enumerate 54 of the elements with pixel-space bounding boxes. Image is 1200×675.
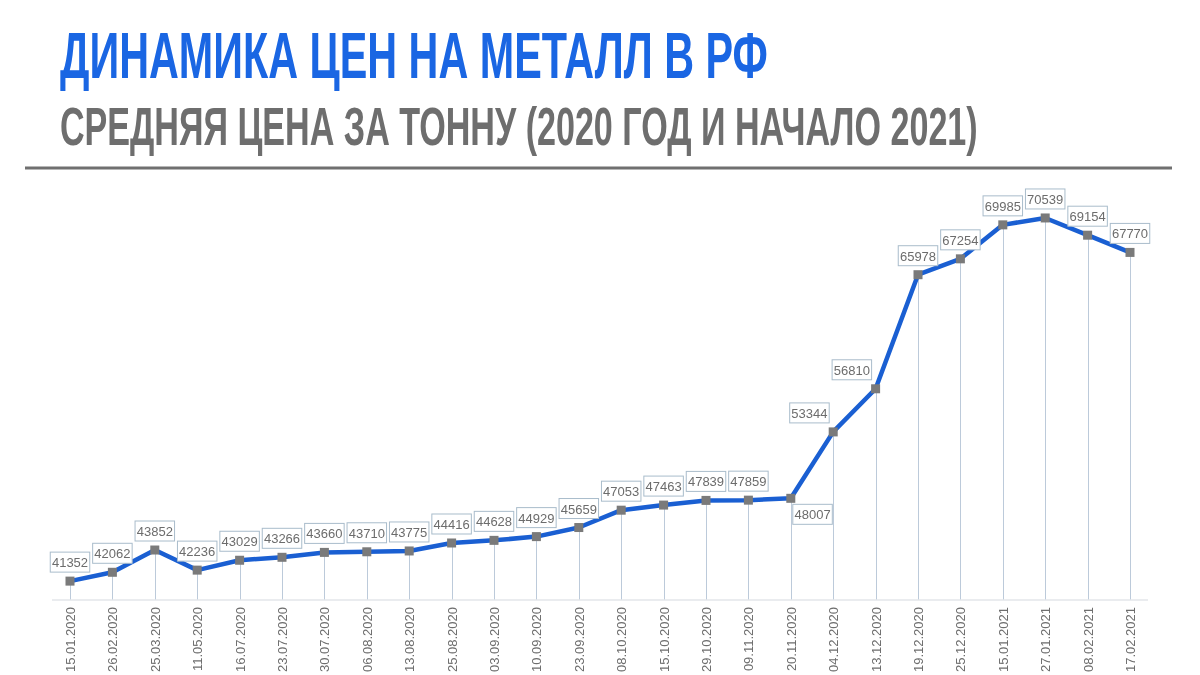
data-label: 69985 bbox=[984, 198, 1021, 214]
x-tick-label: 25.08.2020 bbox=[444, 607, 460, 673]
x-tick-label: 13.12.2020 bbox=[868, 607, 884, 673]
x-tick-label: 26.02.2020 bbox=[105, 607, 121, 673]
data-label: 44416 bbox=[433, 516, 470, 532]
data-label: 45659 bbox=[560, 501, 597, 517]
x-tick-label: 30.07.2020 bbox=[317, 607, 333, 673]
data-label: 65978 bbox=[899, 248, 937, 264]
x-tick-label: 09.11.2020 bbox=[741, 607, 757, 672]
x-tick-label: 04.12.2020 bbox=[826, 607, 842, 673]
x-tick-label: 11.05.2020 bbox=[190, 607, 206, 672]
x-tick-label: 13.08.2020 bbox=[402, 607, 418, 673]
x-tick-label: 17.02.2021 bbox=[1123, 607, 1138, 673]
data-label: 67770 bbox=[1111, 226, 1149, 242]
x-tick-label: 19.12.2020 bbox=[911, 607, 926, 673]
data-label: 42236 bbox=[179, 544, 216, 560]
x-tick-label: 23.07.2020 bbox=[275, 607, 290, 673]
x-tick-label: 20.11.2020 bbox=[783, 607, 799, 672]
data-label: 56810 bbox=[833, 362, 870, 378]
x-tick-label: 08.02.2021 bbox=[1080, 607, 1096, 673]
data-label: 67254 bbox=[942, 232, 979, 248]
x-tick-label: 29.10.2020 bbox=[699, 607, 714, 673]
chart-subtitle: СРЕДНЯЯ ЦЕНА ЗА ТОННУ (2020 ГОД И НАЧАЛО 2021) bbox=[60, 97, 978, 156]
data-label: 48007 bbox=[794, 507, 831, 523]
x-tick-label: 15.01.2021 bbox=[995, 607, 1011, 673]
x-tick-label: 08.10.2020 bbox=[614, 607, 630, 673]
x-tick-label: 15.10.2020 bbox=[656, 607, 672, 673]
data-label: 43660 bbox=[306, 526, 343, 542]
data-label: 47053 bbox=[603, 484, 640, 500]
data-label: 43266 bbox=[263, 531, 301, 547]
x-tick-label: 23.09.2020 bbox=[571, 607, 587, 673]
x-tick-label: 03.09.2020 bbox=[487, 607, 502, 673]
x-tick-label: 16.07.2020 bbox=[232, 607, 248, 673]
data-label: 47859 bbox=[730, 474, 767, 490]
x-tick-label: 25.03.2020 bbox=[147, 607, 163, 673]
x-tick-label: 27.01.2021 bbox=[1038, 607, 1054, 673]
x-tick-label: 10.09.2020 bbox=[529, 607, 545, 673]
data-label: 43852 bbox=[136, 524, 173, 540]
data-label: 47839 bbox=[687, 474, 725, 490]
data-label: 42062 bbox=[94, 546, 131, 562]
data-label: 43710 bbox=[348, 525, 385, 541]
data-label: 43775 bbox=[391, 524, 428, 540]
data-label: 70539 bbox=[1027, 191, 1064, 207]
data-label: 41352 bbox=[51, 555, 89, 571]
x-tick-label: 25.12.2020 bbox=[953, 607, 969, 673]
x-tick-label: 06.08.2020 bbox=[359, 607, 375, 673]
data-label: 47463 bbox=[645, 479, 682, 495]
x-tick-label: 15.01.2020 bbox=[63, 607, 78, 673]
data-label: 53344 bbox=[791, 405, 828, 421]
data-label: 69154 bbox=[1069, 209, 1106, 225]
data-label: 44628 bbox=[475, 514, 513, 530]
chart-title: ДИНАМИКА ЦЕН НА МЕТАЛЛ В РФ bbox=[60, 19, 768, 93]
data-label: 44929 bbox=[518, 510, 555, 526]
data-label: 43029 bbox=[221, 534, 258, 550]
